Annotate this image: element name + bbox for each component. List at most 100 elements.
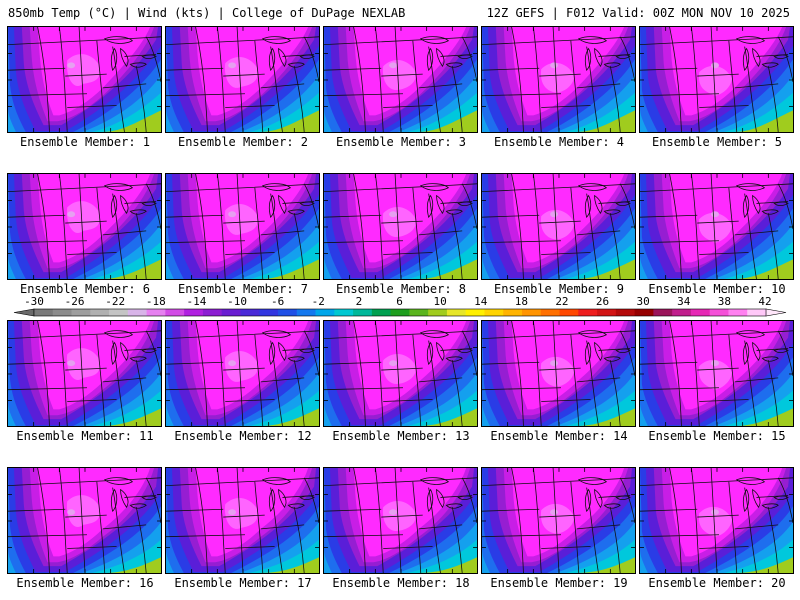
ensemble-member-map [481, 26, 636, 133]
colorbar-tick-label: 26 [595, 295, 610, 308]
colorbar-segment [484, 309, 504, 316]
colorbar-segment [127, 309, 148, 316]
colorbar-segment [71, 309, 91, 316]
ensemble-member-label: Ensemble Member: 18 [332, 576, 470, 590]
colorbar-tick-label: 30 [636, 295, 650, 308]
colorbar-segment [522, 309, 542, 316]
temperature-field [166, 321, 319, 426]
colorbar-right-arrow [765, 308, 787, 317]
map-title: 850mb Temp (°C) | Wind (kts) | College o… [8, 6, 406, 20]
temperature-colorbar [13, 308, 787, 317]
colorbar-segment [446, 309, 467, 316]
colorbar-segment [390, 309, 410, 316]
temperature-field [482, 27, 635, 132]
colorbar-segment [559, 309, 579, 316]
colorbar-tick-label: -22 [105, 295, 126, 308]
temperature-field [482, 321, 635, 426]
ensemble-member-map [7, 320, 162, 427]
ensemble-member-label: Ensemble Member: 14 [490, 429, 628, 443]
ensemble-member-label: Ensemble Member: 6 [19, 282, 151, 296]
colorbar-segment [146, 309, 166, 316]
ensemble-member-map [323, 467, 478, 574]
temperature-field [640, 468, 793, 573]
ensemble-member-label: Ensemble Member: 1 [19, 135, 151, 149]
ensemble-member-label: Ensemble Member: 8 [335, 282, 467, 296]
ensemble-member-label: Ensemble Member: 19 [490, 576, 628, 590]
ensemble-member-label: Ensemble Member: 15 [648, 429, 786, 443]
colorbar-tick-label: -30 [24, 295, 44, 308]
ensemble-member-label: Ensemble Member: 3 [335, 135, 467, 149]
colorbar-segment [747, 309, 767, 316]
colorbar-tick-label: 42 [758, 295, 772, 308]
ensemble-member-map [165, 467, 320, 574]
ensemble-member-map [481, 467, 636, 574]
ensemble-member-label: Ensemble Member: 9 [493, 282, 625, 296]
temperature-field [640, 27, 793, 132]
model-valid-time: 12Z GEFS | F012 Valid: 00Z MON NOV 10 20… [486, 6, 790, 20]
ensemble-member-label: Ensemble Member: 12 [174, 429, 312, 443]
colorbar-segment [634, 309, 654, 316]
ensemble-member-label: Ensemble Member: 5 [651, 135, 783, 149]
temperature-field [640, 321, 793, 426]
colorbar-segment [109, 309, 129, 316]
ensemble-member-map [481, 320, 636, 427]
colorbar-segment [221, 309, 241, 316]
temperature-field [166, 174, 319, 279]
colorbar-segment [52, 309, 72, 316]
colorbar-segment [202, 309, 223, 316]
ensemble-member-label: Ensemble Member: 4 [493, 135, 625, 149]
colorbar-segment [653, 309, 673, 316]
colorbar-tick-label: 38 [717, 295, 731, 308]
ensemble-member-map [639, 320, 794, 427]
colorbar-segment [334, 309, 354, 316]
temperature-field [166, 468, 319, 573]
colorbar-segment [597, 309, 617, 316]
ensemble-member-map [323, 26, 478, 133]
ensemble-member-label: Ensemble Member: 11 [16, 429, 154, 443]
colorbar-tick-label: -10 [227, 295, 247, 308]
ensemble-member-map [639, 26, 794, 133]
colorbar-tick-label: 6 [396, 295, 403, 308]
colorbar-segment [672, 309, 692, 316]
colorbar-segment [615, 309, 636, 316]
colorbar-tick-label: 34 [677, 295, 691, 308]
temperature-field [324, 321, 477, 426]
ensemble-member-label: Ensemble Member: 13 [332, 429, 470, 443]
ensemble-member-map [639, 467, 794, 574]
temperature-field [8, 174, 161, 279]
colorbar-segment [409, 309, 429, 316]
temperature-field [8, 27, 161, 132]
colorbar-segment [259, 309, 279, 316]
temperature-field [640, 174, 793, 279]
ensemble-member-map [323, 320, 478, 427]
colorbar-tick-label: 10 [433, 295, 447, 308]
ensemble-member-map [323, 173, 478, 280]
colorbar-segment [240, 309, 260, 316]
colorbar-tick-label: 14 [474, 295, 488, 308]
colorbar-segment [428, 309, 448, 316]
colorbar-segment [503, 309, 523, 316]
ensemble-member-map [639, 173, 794, 280]
colorbar-segment [465, 309, 485, 316]
colorbar-tick-label: -26 [64, 295, 85, 308]
colorbar-segment [315, 309, 335, 316]
temperature-field [482, 174, 635, 279]
ensemble-member-label: Ensemble Member: 7 [177, 282, 309, 296]
colorbar-segment [540, 309, 560, 316]
colorbar-segment [709, 309, 729, 316]
ensemble-member-label: Ensemble Member: 20 [648, 576, 786, 590]
colorbar-left-arrow [13, 308, 35, 317]
colorbar-segment [165, 309, 185, 316]
colorbar-tick-label: 22 [555, 295, 569, 308]
temperature-field [166, 27, 319, 132]
ensemble-member-map [7, 467, 162, 574]
ensemble-member-map [481, 173, 636, 280]
colorbar-segment [353, 309, 373, 316]
colorbar-segment [371, 309, 392, 316]
ensemble-member-label: Ensemble Member: 2 [177, 135, 309, 149]
temperature-field [482, 468, 635, 573]
ensemble-member-label: Ensemble Member: 10 [648, 282, 786, 296]
colorbar-segment [90, 309, 110, 316]
colorbar-segment [728, 309, 748, 316]
colorbar-segment [278, 309, 298, 316]
